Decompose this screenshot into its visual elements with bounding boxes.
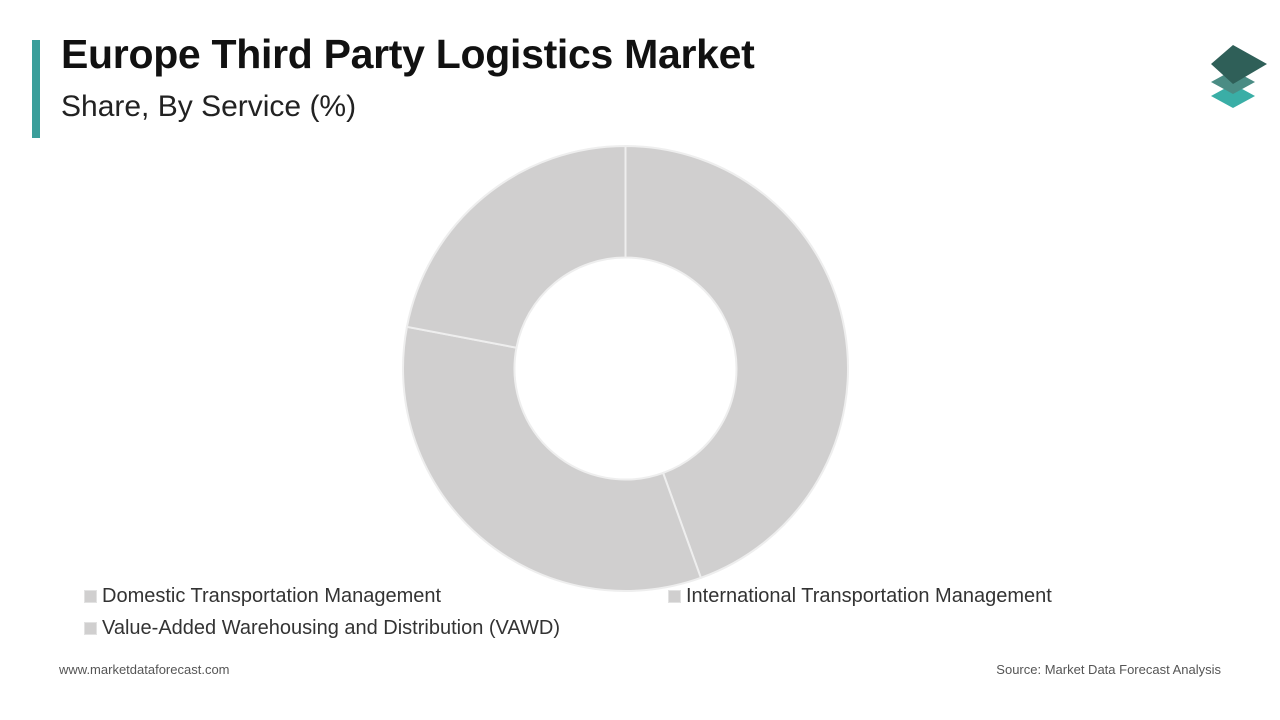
donut-slice-3 (405, 144, 627, 349)
logo-layer-bottom (1211, 84, 1255, 108)
legend-item-international: International Transportation Management (668, 585, 1052, 608)
legend-swatch (84, 622, 97, 635)
legend-label: Domestic Transportation Management (102, 585, 442, 607)
chart-subtitle: Share, By Service (%) (61, 90, 357, 123)
donut-slice-1 (624, 144, 849, 580)
legend-label: Value-Added Warehousing and Distribution… (102, 617, 560, 639)
chart-title: Europe Third Party Logistics Market (61, 31, 755, 77)
legend-swatch (668, 590, 681, 603)
stacked-layers-icon (1211, 45, 1267, 108)
legend-swatch (84, 590, 97, 603)
legend-label: International Transportation Management (686, 585, 1052, 607)
legend-item-vawd: Value-Added Warehousing and Distribution… (84, 617, 560, 640)
donut-slice-2 (402, 325, 703, 592)
title-accent-bar (32, 40, 40, 138)
footer-source: Source: Market Data Forecast Analysis (996, 662, 1221, 677)
logo-layer-top (1211, 45, 1267, 84)
legend-item-domestic: Domestic Transportation Management (84, 585, 441, 608)
footer-website: www.marketdataforecast.com (59, 662, 230, 677)
